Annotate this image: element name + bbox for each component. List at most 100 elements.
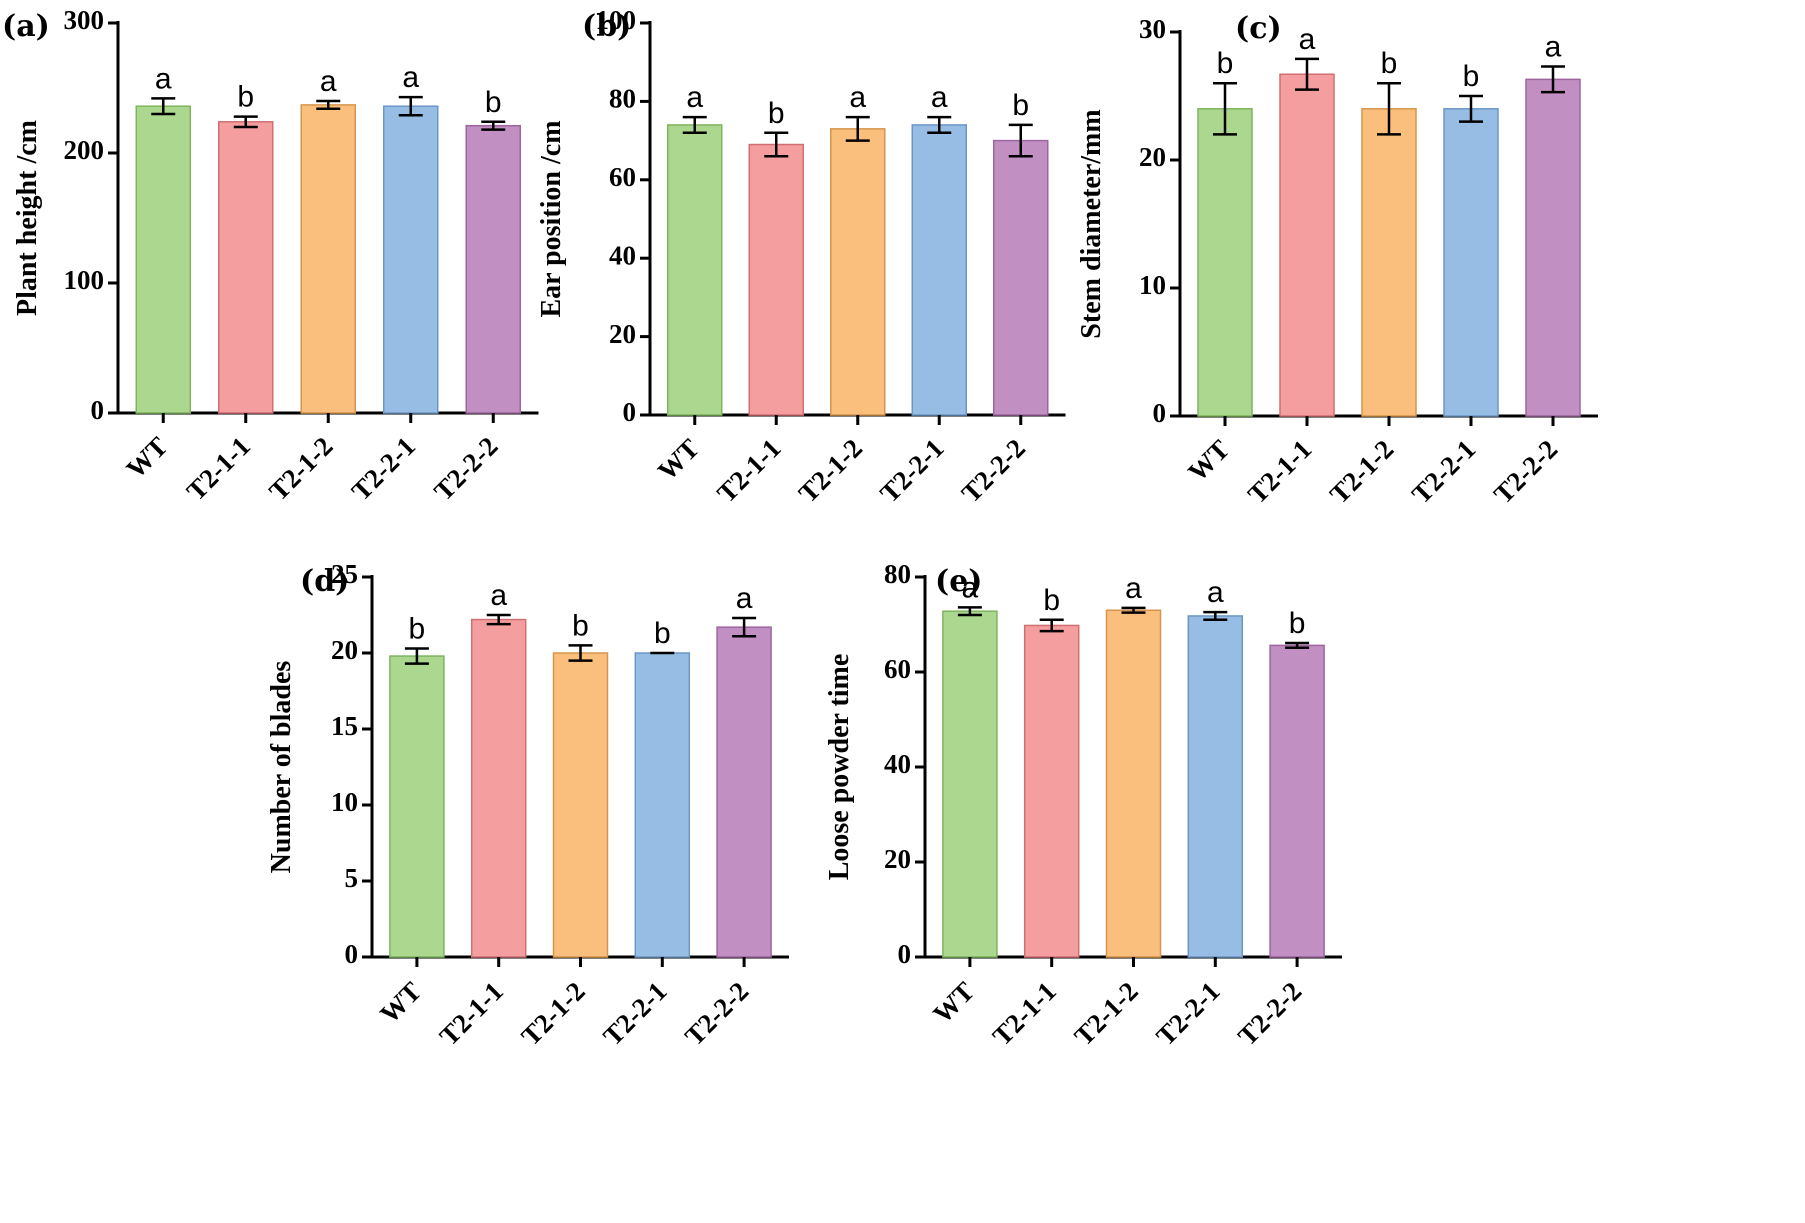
bar-T2-2-1 xyxy=(1187,615,1244,958)
bar-T2-2-2 xyxy=(1269,644,1325,958)
y-tick-label: 0 xyxy=(91,395,105,425)
bar-T2-1-1 xyxy=(218,121,274,414)
y-tick-label: 40 xyxy=(884,749,911,779)
bar-T2-1-2 xyxy=(552,652,609,958)
x-tick-label: T2-1-2 xyxy=(1324,434,1399,509)
significance-label: a xyxy=(402,61,419,94)
chart-panel-c: (c) Stem diameter/mm 0 10 20 30 b WT a T2-1-1 b T2-… xyxy=(1076,11,1598,509)
x-tick-label: T2-2-2 xyxy=(679,976,754,1051)
y-tick-label: 25 xyxy=(331,559,358,589)
significance-label: a xyxy=(736,582,753,615)
x-tick-label: T2-1-2 xyxy=(1068,976,1143,1051)
y-tick-label: 60 xyxy=(609,162,636,192)
bar-T2-1-2 xyxy=(1105,609,1162,958)
y-axis-label: Plant height /cm xyxy=(12,120,43,316)
bar-WT xyxy=(1197,108,1253,417)
panel-label: (c) xyxy=(1235,11,1282,46)
bar-T2-2-2 xyxy=(465,124,521,414)
x-tick-label: T2-2-1 xyxy=(874,433,949,508)
x-tick-label: T2-1-1 xyxy=(181,431,256,506)
x-tick-label: T2-1-2 xyxy=(515,976,590,1051)
significance-label: a xyxy=(320,65,337,98)
chart-panel-d: (d) Number of blades 0 5 10 15 20 25 b WT a T2-1-1 b… xyxy=(266,559,789,1051)
bar-T2-1-2 xyxy=(300,104,356,414)
y-tick-label: 0 xyxy=(1153,398,1167,428)
y-axis-label: Stem diameter/mm xyxy=(1076,109,1107,338)
x-tick-label: T2-2-1 xyxy=(597,976,672,1051)
significance-label: b xyxy=(485,86,502,119)
bar-T2-1-2 xyxy=(830,128,886,416)
x-tick-label: T2-1-1 xyxy=(711,433,786,508)
y-tick-label: 80 xyxy=(609,84,636,114)
x-tick-label: T2-2-2 xyxy=(1232,976,1307,1051)
y-tick-label: 100 xyxy=(64,265,105,295)
significance-label: a xyxy=(686,81,703,114)
x-tick-label: T2-1-2 xyxy=(263,431,338,506)
significance-label: a xyxy=(849,81,866,114)
y-tick-label: 20 xyxy=(609,319,636,349)
bar-WT xyxy=(135,105,191,414)
y-tick-label: 300 xyxy=(64,5,105,35)
bar-T2-2-2 xyxy=(1525,78,1581,417)
y-tick-label: 30 xyxy=(1139,14,1166,44)
bar-T2-1-1 xyxy=(1023,624,1080,958)
significance-label: a xyxy=(155,62,172,95)
bar-T2-1-1 xyxy=(1279,73,1335,417)
significance-label: b xyxy=(572,609,589,642)
panel-label: (a) xyxy=(2,9,50,44)
significance-label: b xyxy=(1463,60,1480,93)
significance-label: a xyxy=(1125,572,1142,605)
y-tick-label: 15 xyxy=(331,711,358,741)
x-tick-label: T2-2-2 xyxy=(428,431,503,506)
chart-panel-b: (b) Ear position /cm 0 20 40 60 80 100 a WT b T2-1-… xyxy=(536,5,1066,508)
y-tick-label: 200 xyxy=(64,135,105,165)
bar-T2-2-1 xyxy=(1443,108,1499,417)
x-tick-label: T2-2-1 xyxy=(1406,434,1481,509)
y-tick-label: 0 xyxy=(623,397,637,427)
x-tick-label: T2-1-1 xyxy=(987,976,1062,1051)
y-axis-label: Loose powder time xyxy=(824,654,855,881)
bar-T2-2-1 xyxy=(383,105,439,414)
chart-panel-e: (e) Loose powder time 0 20 40 60 80 a WT b T2-1-1 a… xyxy=(824,559,1342,1051)
significance-label: a xyxy=(1299,23,1316,56)
y-tick-label: 0 xyxy=(345,939,359,969)
significance-label: a xyxy=(490,579,507,612)
y-tick-label: 20 xyxy=(331,635,358,665)
y-tick-label: 40 xyxy=(609,240,636,270)
x-tick-label: T2-2-1 xyxy=(346,431,421,506)
significance-label: b xyxy=(409,612,426,645)
significance-label: a xyxy=(962,571,979,604)
significance-label: b xyxy=(237,81,254,114)
y-tick-label: 10 xyxy=(1139,270,1166,300)
y-tick-label: 5 xyxy=(345,863,359,893)
x-tick-label: T2-2-2 xyxy=(1488,434,1563,509)
y-tick-label: 20 xyxy=(884,844,911,874)
y-tick-label: 60 xyxy=(884,654,911,684)
x-tick-label: WT xyxy=(374,976,427,1029)
bar-T2-1-2 xyxy=(1361,108,1417,417)
y-tick-label: 100 xyxy=(596,5,637,35)
bar-T2-2-1 xyxy=(911,124,967,416)
x-tick-label: T2-1-2 xyxy=(793,433,868,508)
bar-T2-2-2 xyxy=(993,139,1049,416)
significance-label: a xyxy=(931,81,948,114)
significance-label: b xyxy=(654,617,671,650)
x-tick-label: T2-1-1 xyxy=(1242,434,1317,509)
y-tick-label: 80 xyxy=(884,559,911,589)
x-tick-label: WT xyxy=(652,433,705,486)
significance-label: b xyxy=(1289,607,1306,640)
bar-T2-2-1 xyxy=(634,652,691,958)
panel-label: (d) xyxy=(300,564,349,599)
bar-T2-1-1 xyxy=(748,143,804,416)
panel-label: (e) xyxy=(935,564,982,599)
significance-label: a xyxy=(1545,31,1562,64)
bar-WT xyxy=(942,610,998,958)
significance-label: b xyxy=(1043,584,1060,617)
x-tick-label: WT xyxy=(120,431,173,484)
significance-label: b xyxy=(1381,47,1398,80)
significance-label: b xyxy=(768,97,785,130)
y-tick-label: 20 xyxy=(1139,142,1166,172)
x-tick-label: T2-2-1 xyxy=(1150,976,1225,1051)
x-tick-label: WT xyxy=(1182,434,1235,487)
